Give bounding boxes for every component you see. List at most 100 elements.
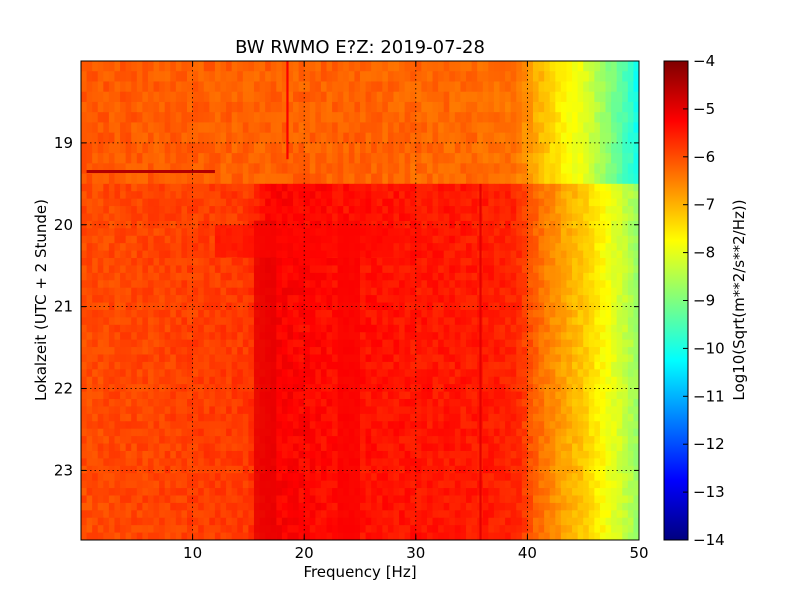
- heatmap-cell: [421, 450, 428, 459]
- heatmap-cell: [97, 376, 104, 385]
- heatmap-cell: [471, 173, 478, 185]
- heatmap-cell: [276, 142, 283, 154]
- heatmap-cell: [92, 142, 99, 154]
- heatmap-cell: [108, 258, 116, 267]
- heatmap-cell: [231, 142, 238, 154]
- heatmap-cell: [108, 399, 116, 408]
- heatmap-cell: [583, 361, 590, 370]
- heatmap-cell: [209, 265, 216, 274]
- heatmap-cell: [510, 406, 517, 415]
- heatmap-cell: [549, 81, 556, 93]
- heatmap-cell: [499, 206, 506, 215]
- heatmap-cell: [320, 428, 328, 437]
- heatmap-cell: [577, 101, 584, 113]
- heatmap-cell: [549, 317, 556, 326]
- heatmap-cell: [549, 142, 556, 154]
- heatmap-cell: [588, 376, 595, 385]
- heatmap-cell: [198, 81, 205, 93]
- heatmap-cell: [170, 191, 177, 200]
- heatmap-cell: [538, 354, 545, 363]
- heatmap-cell: [399, 213, 406, 222]
- heatmap-cell: [164, 235, 171, 244]
- heatmap-cell: [466, 101, 473, 113]
- heatmap-cell: [120, 413, 127, 422]
- heatmap-cell: [265, 163, 272, 175]
- heatmap-cell: [248, 153, 255, 164]
- heatmap-cell: [382, 91, 389, 103]
- heatmap-cell: [360, 280, 367, 289]
- heatmap-cell: [125, 317, 132, 326]
- heatmap-cell: [125, 361, 132, 370]
- heatmap-cell: [493, 421, 501, 430]
- heatmap-cell: [404, 309, 411, 318]
- heatmap-cell: [510, 258, 517, 267]
- heatmap-cell: [259, 61, 266, 72]
- heatmap-cell: [164, 287, 171, 296]
- heatmap-cell: [337, 173, 344, 185]
- heatmap-cell: [298, 122, 305, 134]
- heatmap-cell: [449, 250, 456, 259]
- heatmap-cell: [147, 142, 155, 154]
- heatmap-cell: [532, 354, 540, 363]
- heatmap-cell: [181, 122, 188, 134]
- heatmap-cell: [410, 376, 417, 385]
- heatmap-cell: [159, 183, 166, 192]
- heatmap-cell: [164, 272, 171, 281]
- heatmap-cell: [220, 183, 227, 192]
- heatmap-cell: [432, 122, 439, 134]
- heatmap-cell: [86, 339, 93, 348]
- heatmap-cell: [181, 163, 188, 175]
- heatmap-cell: [549, 406, 556, 415]
- heatmap-cell: [125, 295, 132, 304]
- heatmap-cell: [538, 228, 545, 237]
- heatmap-cell: [410, 339, 417, 348]
- heatmap-cell: [599, 361, 607, 370]
- heatmap-cell: [371, 173, 378, 185]
- heatmap-cell: [108, 81, 116, 93]
- heatmap-cell: [466, 163, 473, 175]
- heatmap-cell: [265, 173, 272, 185]
- heatmap-cell: [460, 153, 467, 164]
- heatmap-cell: [237, 458, 244, 467]
- heatmap-cell: [493, 280, 501, 289]
- heatmap-cell: [499, 369, 506, 378]
- heatmap-cell: [192, 81, 199, 93]
- heatmap-cell: [527, 287, 534, 296]
- heatmap-cell: [248, 122, 255, 134]
- heatmap-cell: [387, 295, 395, 304]
- heatmap-cell: [538, 272, 545, 281]
- heatmap-cell: [81, 443, 88, 452]
- heatmap-cell: [532, 173, 540, 185]
- heatmap-cell: [131, 101, 138, 113]
- heatmap-cell: [376, 317, 383, 326]
- heatmap-cell: [209, 258, 216, 267]
- heatmap-cell: [242, 450, 249, 459]
- heatmap-cell: [583, 258, 590, 267]
- heatmap-cell: [560, 183, 568, 192]
- heatmap-cell: [142, 213, 149, 222]
- heatmap-cell: [253, 91, 261, 103]
- heatmap-cell: [622, 443, 629, 452]
- heatmap-cell: [371, 450, 378, 459]
- heatmap-cell: [599, 421, 607, 430]
- heatmap-cell: [237, 101, 244, 113]
- heatmap-cell: [443, 122, 450, 134]
- heatmap-cell: [365, 384, 372, 393]
- heatmap-cell: [594, 173, 601, 185]
- heatmap-cell: [499, 347, 506, 356]
- heatmap-cell: [326, 428, 333, 437]
- heatmap-cell: [410, 399, 417, 408]
- heatmap-cell: [170, 235, 177, 244]
- heatmap-cell: [611, 91, 618, 103]
- heatmap-cell: [242, 339, 249, 348]
- heatmap-cell: [493, 265, 501, 274]
- heatmap-cell: [544, 258, 551, 267]
- heatmap-cell: [404, 421, 411, 430]
- heatmap-cell: [499, 243, 506, 252]
- heatmap-cell: [505, 413, 512, 422]
- heatmap-cell: [438, 183, 445, 192]
- heatmap-cell: [538, 280, 545, 289]
- heatmap-cell: [120, 458, 127, 467]
- heatmap-cell: [499, 112, 506, 124]
- heatmap-cell: [443, 265, 450, 274]
